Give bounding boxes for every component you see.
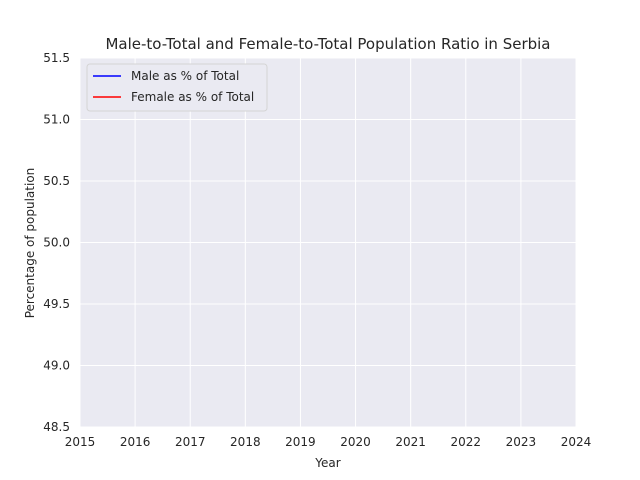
legend: Male as % of Total Female as % of Total: [86, 63, 268, 112]
grid: [79, 57, 577, 428]
y-tick-label: 49.5: [43, 297, 70, 311]
y-tick-label: 51.0: [43, 113, 70, 127]
x-axis-label: Year: [314, 456, 340, 470]
chart-title: Male-to-Total and Female-to-Total Popula…: [105, 35, 550, 53]
tick-labels: 2015 2016 2017 2018 2019 2020 2021 2022 2023 2024…: [43, 51, 591, 449]
y-tick-label: 50.5: [43, 174, 70, 188]
x-tick-label: 2022: [451, 435, 482, 449]
x-tick-label: 2015: [65, 435, 96, 449]
y-tick-label: 49.0: [43, 359, 70, 373]
x-tick-label: 2017: [175, 435, 206, 449]
legend-label-female: Female as % of Total: [131, 90, 254, 104]
x-tick-label: 2021: [395, 435, 426, 449]
x-tick-label: 2023: [506, 435, 537, 449]
y-tick-label: 51.5: [43, 51, 70, 65]
legend-box: [86, 63, 268, 112]
x-tick-label: 2018: [230, 435, 261, 449]
x-tick-label: 2019: [285, 435, 316, 449]
y-tick-label: 48.5: [43, 420, 70, 434]
y-tick-label: 50.0: [43, 236, 70, 250]
legend-label-male: Male as % of Total: [131, 69, 239, 83]
x-tick-label: 2024: [561, 435, 592, 449]
x-tick-label: 2016: [120, 435, 151, 449]
y-axis-label: Percentage of population: [23, 168, 37, 319]
x-tick-label: 2020: [340, 435, 371, 449]
